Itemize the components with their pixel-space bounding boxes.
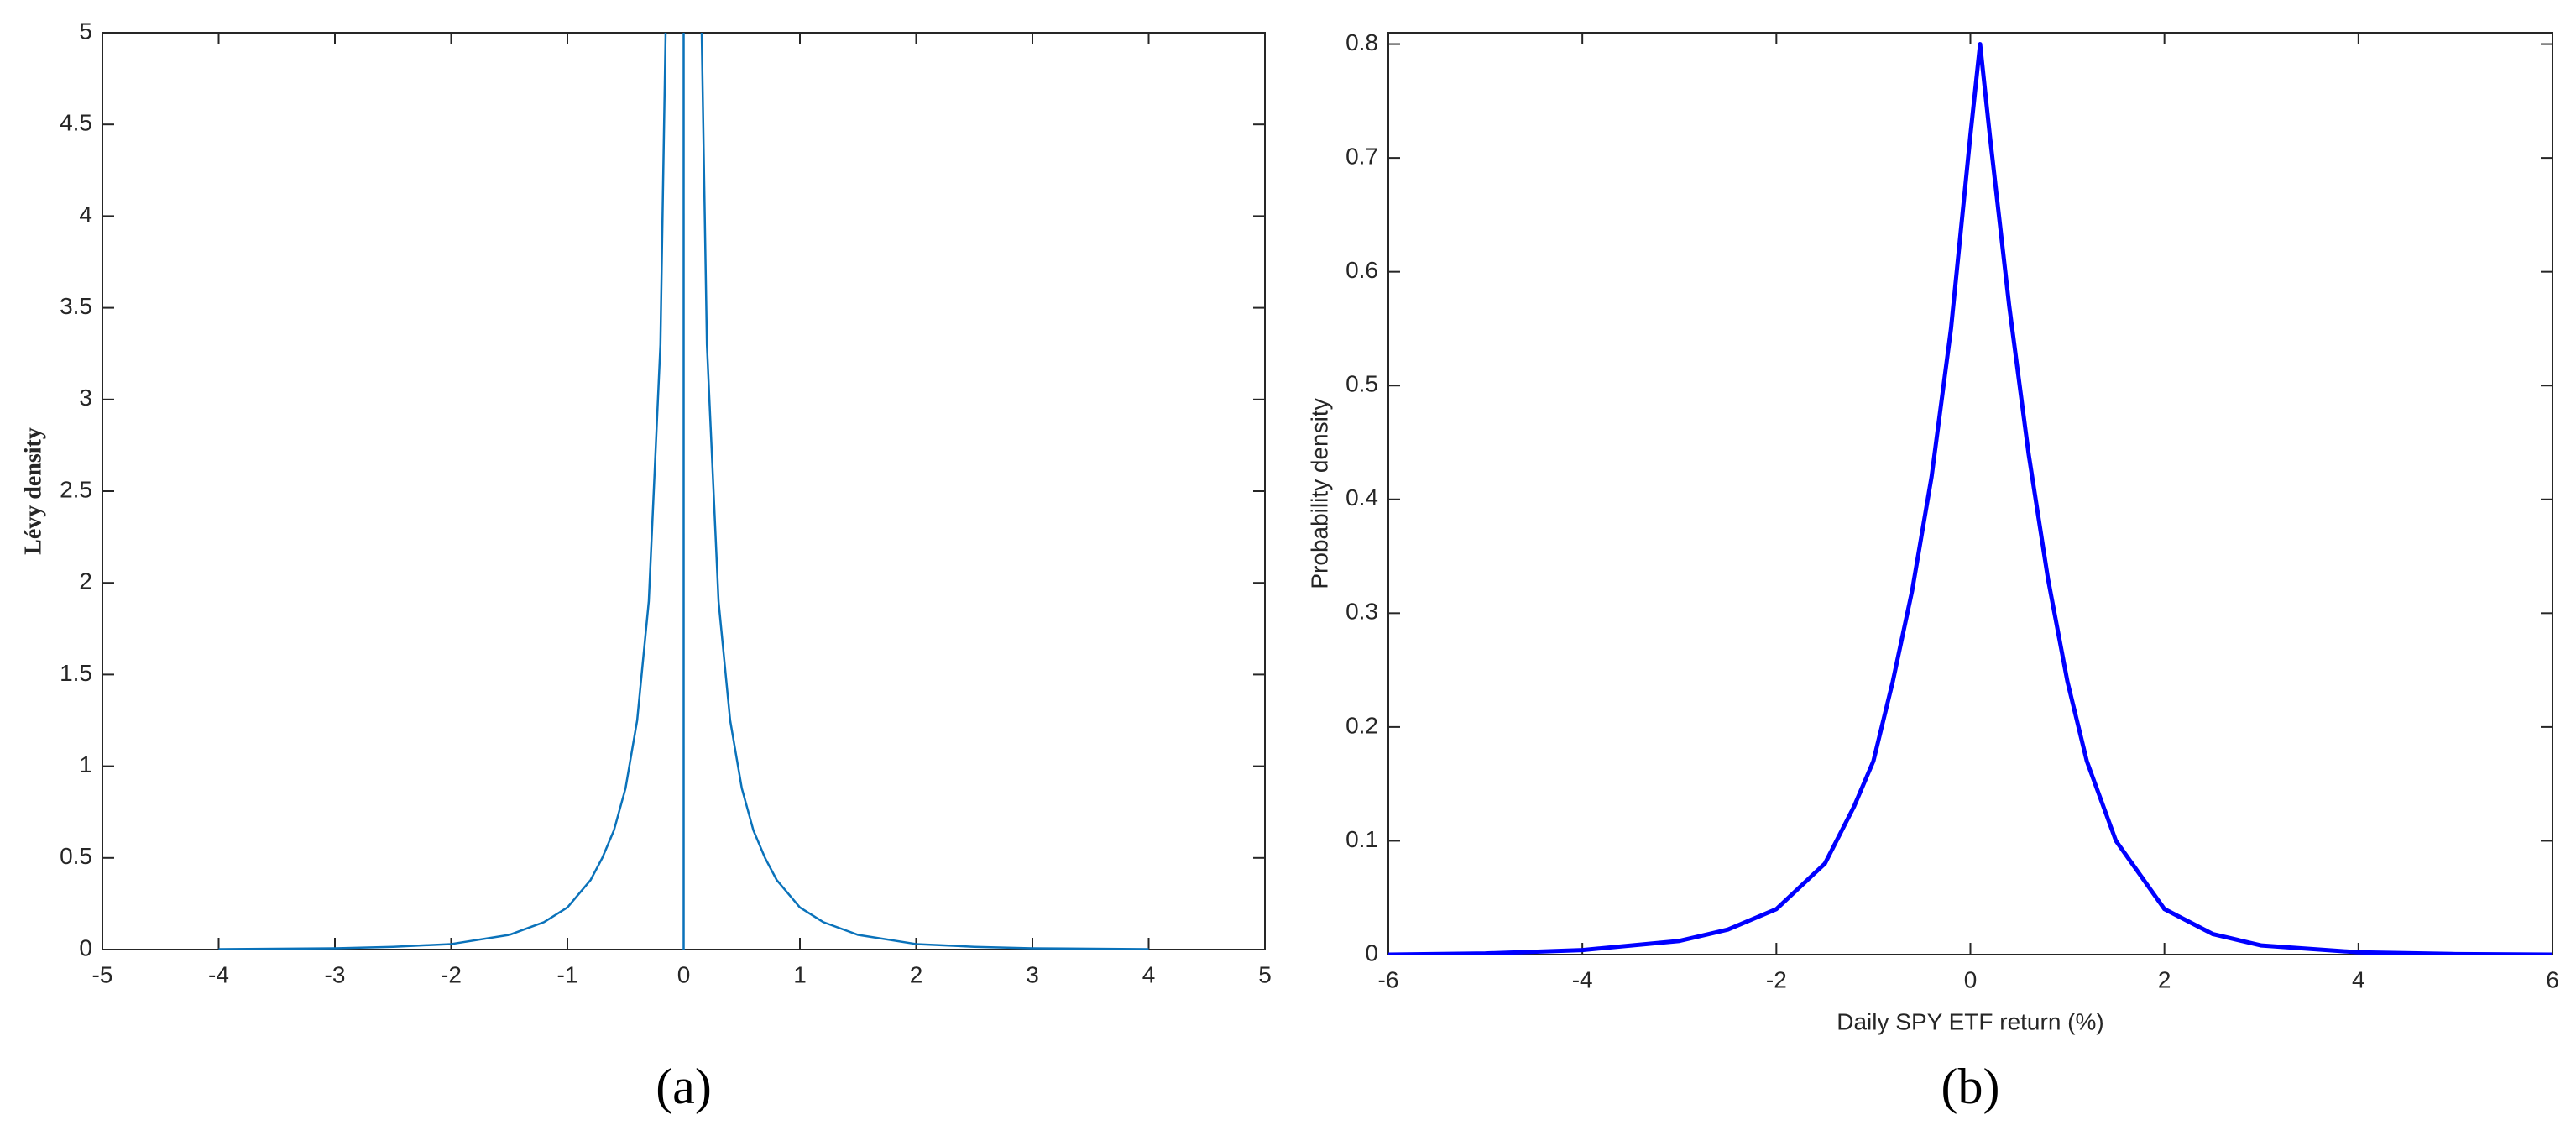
- y-tick-label: 0.6: [1345, 257, 1378, 283]
- y-tick-label: 0.5: [1345, 371, 1378, 397]
- y-tick-label: 0.3: [1345, 599, 1378, 625]
- x-tick-label: -2: [441, 961, 462, 987]
- y-tick-label: 0.2: [1345, 712, 1378, 738]
- y-tick-label: 5: [79, 18, 92, 44]
- y-tick-label: 0.1: [1345, 826, 1378, 852]
- y-tick-label: 2: [79, 568, 92, 594]
- y-tick-label: 2.5: [60, 476, 92, 502]
- line-series: [1388, 42, 2552, 955]
- chart: -5 -4 -3 -2 -1 0 1 2 3 4 5 0 0.5 1 1.5 2 2.5 3 3.5 4 4.5 5 Lév…: [20, 18, 1272, 1114]
- x-tick-label: 5: [1258, 961, 1272, 987]
- y-tick-label: 0.5: [60, 843, 92, 869]
- x-tick-label: 0: [1964, 966, 1978, 992]
- x-tick-label: 2: [910, 961, 923, 987]
- x-tick-label: -3: [325, 961, 346, 987]
- x-tick-label: -2: [1766, 966, 1787, 992]
- y-tick-label: 0.7: [1345, 144, 1378, 170]
- x-tick-label: 4: [2352, 966, 2365, 992]
- axes-box: [1387, 32, 2553, 955]
- y-tick-label: 4.5: [60, 110, 92, 136]
- caption: (b): [1941, 1059, 2000, 1114]
- y-tick-label: 3.5: [60, 293, 92, 319]
- y-tick-label: 0.8: [1345, 29, 1378, 55]
- x-tick-label: -1: [557, 961, 578, 987]
- y-tick-label: 1: [79, 751, 92, 777]
- x-tick-label: 1: [793, 961, 807, 987]
- caption: (a): [656, 1059, 712, 1114]
- chart: -6 -4 -2 0 2 4 6 0 0.1 0.2 0.3 0.4 0.5 0.6 0.7 0.8 Proba…: [1306, 29, 2558, 1114]
- y-axis-label: Probability density: [1306, 398, 1332, 589]
- y-tick-label: 0: [79, 934, 92, 960]
- x-tick-label: 4: [1142, 961, 1156, 987]
- x-tick-label: 0: [677, 961, 691, 987]
- x-tick-label: -5: [92, 961, 113, 987]
- y-tick-label: 1.5: [60, 660, 92, 686]
- x-tick-label: 6: [2546, 966, 2559, 992]
- y-tick-label: 0.4: [1345, 484, 1378, 510]
- line-series: [218, 33, 1149, 950]
- y-tick-label: 3: [79, 385, 92, 411]
- y-tick-label: 0: [1365, 939, 1378, 966]
- x-tick-label: -4: [208, 961, 229, 987]
- x-tick-label: 2: [2158, 966, 2171, 992]
- x-tick-label: 3: [1026, 961, 1039, 987]
- x-tick-label: -6: [1378, 966, 1399, 992]
- y-axis-label: Lévy density: [20, 427, 46, 555]
- x-axis-label: Daily SPY ETF return (%): [1837, 1008, 2103, 1034]
- y-tick-label: 4: [79, 202, 92, 228]
- x-tick-label: -4: [1572, 966, 1593, 992]
